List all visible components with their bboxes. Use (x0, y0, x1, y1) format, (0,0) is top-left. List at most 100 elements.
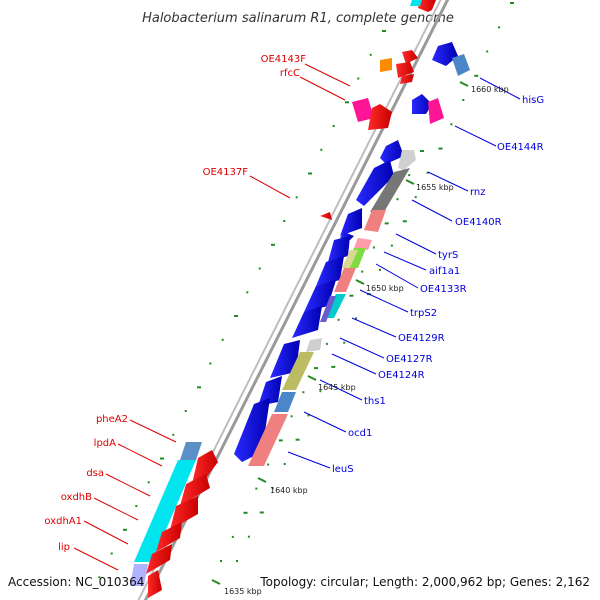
tick-label-1635: 1635 kbp (224, 587, 262, 596)
gene-block-khaki[interactable] (342, 250, 358, 268)
gc-tick-mark (349, 294, 354, 297)
gc-tick-mark (220, 560, 222, 562)
gene-label-oe4124r[interactable]: OE4124R (378, 370, 425, 381)
gene-arrow-icon[interactable] (148, 570, 162, 598)
gene-label-lpda[interactable]: lpdA (94, 438, 116, 449)
gene-block-steelblue[interactable] (180, 442, 202, 460)
gene-label-oxdha1[interactable]: oxdhA1 (44, 516, 82, 527)
gc-tick-mark (337, 318, 340, 321)
gene-block-steelblue[interactable] (274, 392, 296, 412)
forward-genes (130, 0, 436, 598)
accession-text: Accession: NC_010364 (8, 575, 144, 589)
gc-tick-mark (234, 315, 238, 317)
gene-label-tyrs[interactable]: tyrS (438, 250, 458, 261)
gene-block-orange[interactable] (380, 58, 392, 72)
gene-arrow-icon[interactable] (320, 212, 332, 220)
tick-label-1640: 1640 kbp (270, 486, 308, 495)
gc-skew-track (98, 2, 514, 579)
gene-label-oe4127r[interactable]: OE4127R (386, 354, 433, 365)
gene-arrow-icon[interactable] (396, 62, 414, 78)
gene-block-pink[interactable] (428, 98, 444, 124)
kbp-ticks: 1660 kbp 1655 kbp 1650 kbp 1645 kbp 1640… (211, 81, 509, 596)
gene-label-leus[interactable]: leuS (332, 464, 354, 475)
gene-arrow-icon[interactable] (156, 522, 182, 552)
gene-arrow-icon[interactable] (146, 544, 172, 574)
gene-arrow-icon[interactable] (402, 50, 418, 64)
gene-label-ths1[interactable]: ths1 (364, 396, 386, 407)
gene-label-oe4143f[interactable]: OE4143F (261, 54, 307, 65)
gc-tick-mark (438, 147, 443, 150)
gc-tick-mark (420, 150, 424, 152)
gene-label-oxdhb[interactable]: oxdhB (61, 492, 92, 503)
gene-label-dsa[interactable]: dsa (86, 468, 104, 479)
gc-tick-mark (147, 481, 150, 484)
gene-block-pink[interactable] (354, 238, 372, 250)
gc-tick-mark (123, 528, 127, 531)
gc-tick-mark (369, 53, 372, 56)
gc-tick-mark (462, 99, 465, 101)
gc-tick-mark (308, 172, 312, 175)
gc-tick-mark (390, 244, 393, 247)
gene-label-oe4140r[interactable]: OE4140R (455, 217, 502, 228)
gc-tick-mark (247, 535, 250, 538)
gc-tick-mark (414, 196, 417, 199)
gc-tick-mark (332, 125, 335, 127)
gene-block-salmon[interactable] (334, 268, 356, 292)
gene-label-lip[interactable]: lip (58, 542, 70, 553)
gene-block-lightgray[interactable] (398, 150, 416, 170)
gene-block-lavender[interactable] (130, 564, 148, 586)
gene-arrow-icon[interactable] (258, 376, 282, 406)
gc-tick-mark (236, 560, 238, 562)
gc-tick-mark (498, 26, 501, 29)
gc-tick-mark (231, 535, 234, 538)
gene-label-oe4137f[interactable]: OE4137F (203, 167, 249, 178)
gene-block-salmon[interactable] (248, 414, 288, 466)
gene-arrow-icon[interactable] (368, 104, 392, 130)
gene-block-steelblue[interactable] (452, 54, 470, 76)
gene-label-rnz[interactable]: rnz (470, 187, 486, 198)
gc-tick-mark (355, 317, 358, 320)
gc-tick-mark (402, 220, 407, 223)
gc-tick-mark (379, 268, 381, 271)
gene-label-rfcc[interactable]: rfcC (280, 68, 300, 79)
gc-tick-mark (278, 439, 283, 442)
gene-arrow-icon[interactable] (328, 236, 350, 262)
gene-block-cyan[interactable] (134, 460, 196, 562)
gene-label-oe4129r[interactable]: OE4129R (398, 333, 445, 344)
gc-tick-mark (246, 291, 249, 294)
gene-block-cyan[interactable] (410, 0, 422, 6)
gene-arrow-icon[interactable] (356, 160, 394, 206)
gene-arrow-icon[interactable] (292, 306, 322, 338)
gene-arrow-icon[interactable] (400, 74, 414, 84)
gene-arrow-icon[interactable] (340, 208, 362, 236)
gene-label-aif1a1[interactable]: aif1a1 (429, 266, 460, 277)
gc-tick-mark (184, 410, 187, 412)
gc-tick-mark (357, 77, 360, 80)
gene-label-hisg[interactable]: hisG (522, 95, 544, 106)
gene-label-trps2[interactable]: trpS2 (410, 308, 437, 319)
gene-block-pink[interactable] (352, 98, 374, 122)
gene-arrow-icon[interactable] (380, 140, 404, 164)
gc-tick-mark (290, 415, 293, 418)
gc-tick-mark (320, 148, 323, 151)
gene-label-phea2[interactable]: pheA2 (96, 414, 128, 425)
gene-arrow-icon[interactable] (192, 450, 218, 484)
gene-block-salmon[interactable] (364, 210, 386, 232)
gene-label-oe4144r[interactable]: OE4144R (497, 142, 544, 153)
gene-label-oe4133r[interactable]: OE4133R (420, 284, 467, 295)
gene-block-purple[interactable] (320, 296, 336, 322)
gene-arrow-icon[interactable] (412, 94, 432, 114)
tick-label-1645: 1645 kbp (318, 383, 356, 392)
gene-arrow-icon[interactable] (432, 42, 458, 66)
gene-block-lightgray[interactable] (306, 338, 322, 352)
gc-tick-mark (295, 438, 300, 441)
gene-arrow-icon[interactable] (180, 474, 210, 506)
gene-block-khaki[interactable] (282, 352, 314, 390)
genome-summary-text: Topology: circular; Length: 2,000,962 bp… (259, 575, 590, 589)
gene-block-gray[interactable] (370, 168, 410, 212)
gene-arrow-icon[interactable] (170, 496, 198, 530)
gc-tick-mark (271, 487, 274, 490)
gene-arrow-icon[interactable] (418, 0, 436, 12)
gene-label-ocd1[interactable]: ocd1 (348, 428, 372, 439)
gene-arrow-icon[interactable] (316, 256, 344, 286)
